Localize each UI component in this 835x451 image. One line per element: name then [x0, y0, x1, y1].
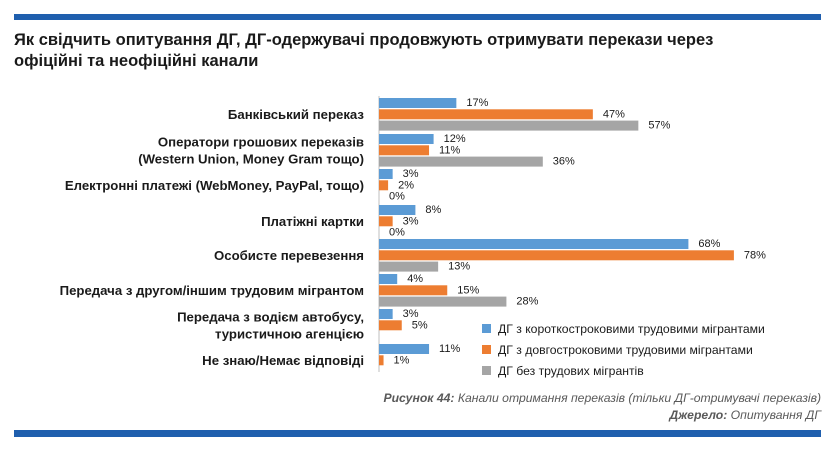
bar-long — [379, 320, 402, 331]
category-label: Електронні платежі (WebMoney, PayPal, то… — [65, 178, 364, 193]
category-label: Не знаю/Немає відповіді — [202, 353, 364, 368]
category-label: туристичною агенцією — [215, 326, 364, 341]
category-label: Платіжні картки — [261, 214, 364, 229]
bar-short — [379, 274, 398, 284]
bar-long — [379, 285, 448, 296]
value-label-short: 17% — [466, 97, 488, 109]
top-rule — [14, 14, 821, 20]
value-label-none: 36% — [553, 156, 575, 168]
bar-long — [379, 180, 389, 191]
bar-short — [379, 239, 689, 249]
bar-long — [379, 145, 430, 156]
value-label-short: 68% — [698, 238, 720, 250]
value-label-short: 11% — [439, 343, 460, 355]
legend-label-long: ДГ з довгостроковими трудовими мігрантам… — [498, 342, 753, 357]
value-label-long: 11% — [439, 144, 460, 156]
legend-swatch-long — [482, 345, 491, 354]
category-label: (Western Union, Money Gram тощо) — [138, 151, 364, 166]
category-label: Банківський переказ — [228, 107, 365, 122]
value-label-none: 13% — [448, 261, 470, 273]
bar-none — [379, 120, 639, 131]
legend-swatch-none — [482, 366, 491, 375]
category-label: Особисте перевезення — [214, 248, 364, 263]
category-label: Оператори грошових переказів — [158, 134, 364, 149]
bar-short — [379, 98, 457, 108]
value-label-long: 5% — [412, 319, 428, 331]
bar-long — [379, 109, 593, 120]
legend-swatch-short — [482, 324, 491, 333]
bar-short — [379, 205, 416, 215]
value-label-none: 0% — [389, 227, 405, 239]
category-label: Передача з другом/іншим трудовим мігрант… — [60, 283, 364, 298]
value-label-none: 0% — [389, 191, 405, 203]
legend-item-short: ДГ з короткостроковими трудовими мігрант… — [482, 318, 765, 339]
figure-caption-label: Рисунок 44: — [383, 391, 455, 405]
chart-title: Як свідчить опитування ДГ, ДГ-одержувачі… — [14, 31, 714, 70]
value-label-long: 78% — [744, 249, 766, 261]
bar-none — [379, 156, 543, 167]
bottom-rule — [14, 430, 821, 437]
legend-label-short: ДГ з короткостроковими трудовими мігрант… — [498, 321, 765, 336]
legend-label-none: ДГ без трудових мігрантів — [498, 363, 644, 378]
value-label-long: 15% — [457, 284, 479, 296]
bar-short — [379, 134, 434, 144]
category-label: Передача з водієм автобусу, — [177, 309, 364, 324]
figure-caption: Рисунок 44: Канали отримання переказів (… — [383, 391, 821, 405]
value-label-none: 57% — [648, 120, 670, 132]
value-label-short: 8% — [425, 204, 441, 216]
bar-short — [379, 309, 393, 319]
bar-none — [379, 296, 507, 307]
value-label-long: 47% — [603, 108, 625, 120]
figure-caption-text: Канали отримання переказів (тільки ДГ-от… — [457, 391, 821, 405]
value-label-long: 2% — [398, 179, 414, 191]
value-label-none: 28% — [516, 296, 538, 308]
bar-long — [379, 216, 393, 227]
bar-long — [379, 355, 384, 366]
bar-long — [379, 250, 734, 261]
value-label-short: 3% — [403, 168, 419, 180]
bar-short — [379, 169, 393, 179]
value-label-long: 1% — [394, 354, 410, 366]
legend-item-long: ДГ з довгостроковими трудовими мігрантам… — [482, 339, 765, 360]
bar-none — [379, 261, 439, 272]
legend: ДГ з короткостроковими трудовими мігрант… — [482, 318, 765, 381]
value-label-short: 12% — [444, 133, 466, 145]
value-label-long: 3% — [403, 215, 419, 227]
bar-short — [379, 344, 430, 354]
figure-source: Джерело: Опитування ДГ — [669, 408, 821, 422]
figure-source-text: Опитування ДГ — [730, 408, 821, 422]
value-label-short: 4% — [407, 273, 423, 285]
figure-source-label: Джерело: — [669, 408, 728, 422]
legend-item-none: ДГ без трудових мігрантів — [482, 360, 765, 381]
value-label-short: 3% — [403, 308, 419, 320]
